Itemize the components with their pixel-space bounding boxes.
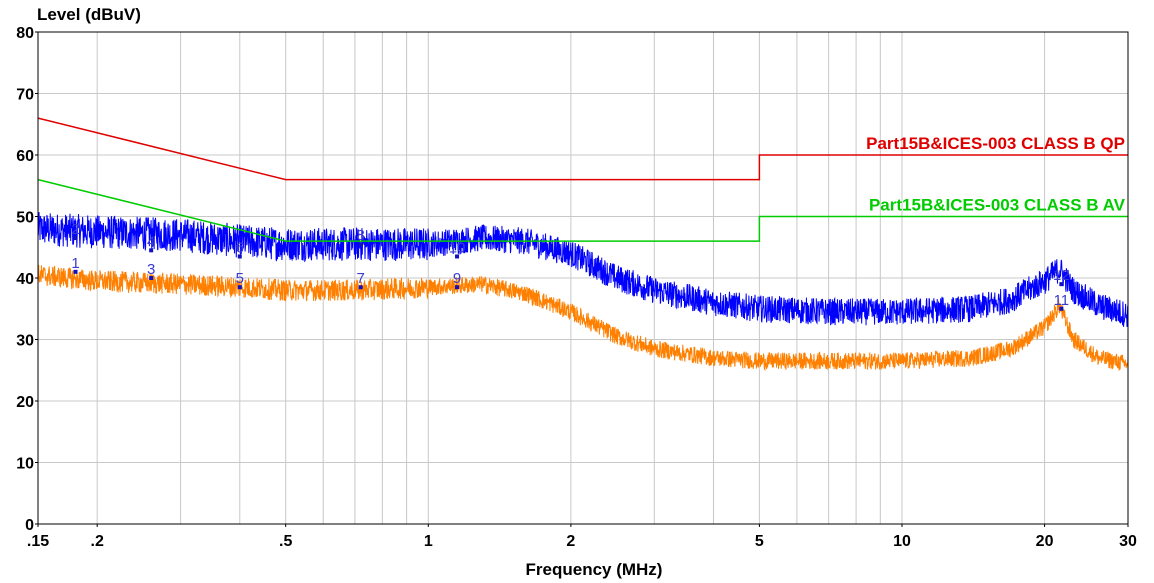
limit-line-qp [37, 117, 1128, 181]
marker-label: 10 [449, 239, 466, 256]
grid [38, 32, 1128, 524]
trace-av [37, 265, 1129, 372]
y-tick-label: 0 [25, 517, 34, 534]
marker-point [358, 242, 363, 247]
marker-point [73, 236, 78, 241]
marker-label: 3 [147, 261, 155, 278]
x-axis-ticks: .15 .2 .5 1 2 5 10 20 30 [27, 524, 1137, 550]
x-tick-label: 2 [566, 533, 575, 550]
marker-point [73, 269, 78, 274]
limit-label-av: Part15B&ICES-003 CLASS B AV [869, 196, 1126, 215]
y-tick-label: 80 [16, 25, 34, 42]
y-tick-label: 70 [16, 87, 34, 104]
marker-label: 9 [453, 270, 461, 287]
marker-label: 2 [71, 221, 79, 238]
limit-line-av [37, 178, 1128, 242]
marker-label: 5 [236, 270, 244, 287]
marker-point [358, 285, 363, 290]
marker-label: 1 [71, 255, 79, 272]
marker-label: 12 [1053, 267, 1070, 284]
marker-label: 11 [1054, 292, 1070, 309]
x-tick-label: .5 [279, 533, 292, 550]
y-axis-ticks: 0 10 20 30 40 50 60 70 80 [16, 25, 38, 534]
y-tick-label: 40 [16, 271, 34, 288]
x-tick-label: 10 [893, 533, 911, 550]
x-tick-label: 30 [1119, 533, 1137, 550]
y-tick-label: 50 [16, 210, 34, 227]
x-tick-label: 20 [1036, 533, 1054, 550]
marker-label: 7 [357, 270, 365, 287]
y-tick-label: 60 [16, 148, 34, 165]
x-tick-label: 1 [424, 533, 433, 550]
y-tick-label: 10 [16, 456, 34, 473]
marker-point [455, 285, 460, 290]
y-tick-label: 20 [16, 394, 34, 411]
measurement-traces [37, 212, 1129, 372]
y-axis-label: Level (dBuV) [37, 5, 141, 24]
limit-label-qp: Part15B&ICES-003 CLASS B QP [866, 134, 1125, 153]
marker-label: 6 [236, 239, 244, 256]
x-tick-label: 5 [755, 533, 764, 550]
marker-label: 8 [357, 227, 365, 244]
x-tick-label: .2 [91, 533, 104, 550]
marker-point [455, 254, 460, 259]
marker-point [237, 254, 242, 259]
x-tick-label: .15 [27, 533, 49, 550]
limit-lines [37, 117, 1128, 242]
marker-point [149, 248, 154, 253]
marker-label: 4 [147, 233, 155, 250]
marker-point [149, 276, 154, 280]
marker-point [1059, 282, 1064, 287]
limit-labels: Part15B&ICES-003 CLASS B QP Part15B&ICES-… [866, 134, 1126, 215]
y-tick-label: 30 [16, 333, 34, 350]
marker-point [1059, 306, 1064, 311]
marker-point [237, 285, 242, 290]
trace-qp [37, 212, 1129, 327]
x-axis-label: Frequency (MHz) [526, 560, 663, 579]
